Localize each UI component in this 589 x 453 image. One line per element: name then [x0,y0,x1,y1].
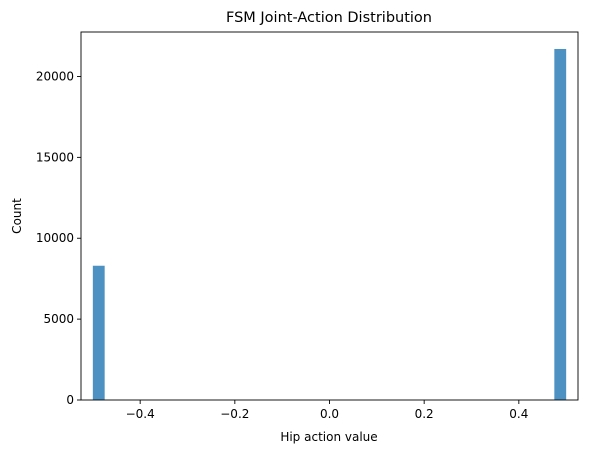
x-tick-label: 0.2 [415,407,434,421]
y-tick-label: 15000 [36,150,74,164]
x-tick-label: −0.4 [126,407,155,421]
bars-group [92,48,567,400]
y-tick-label: 10000 [36,231,74,245]
x-tick-label: −0.2 [220,407,249,421]
x-axis-label: Hip action value [280,430,377,444]
y-tick-label: 20000 [36,69,74,83]
x-tick-label: 0.0 [320,407,339,421]
plot-frame [80,31,579,401]
histogram-bar-0 [92,265,105,400]
chart-title: FSM Joint-Action Distribution [226,10,432,26]
y-axis: 0 5000 10000 15000 20000 [36,69,81,407]
y-tick-label: 5000 [43,312,74,326]
x-axis: −0.4 −0.2 0.0 0.2 0.4 [126,400,528,421]
x-tick-label: 0.4 [509,407,528,421]
y-tick-label: 0 [66,393,74,407]
histogram-bar-1 [554,48,567,400]
y-axis-label: Count [10,198,24,234]
